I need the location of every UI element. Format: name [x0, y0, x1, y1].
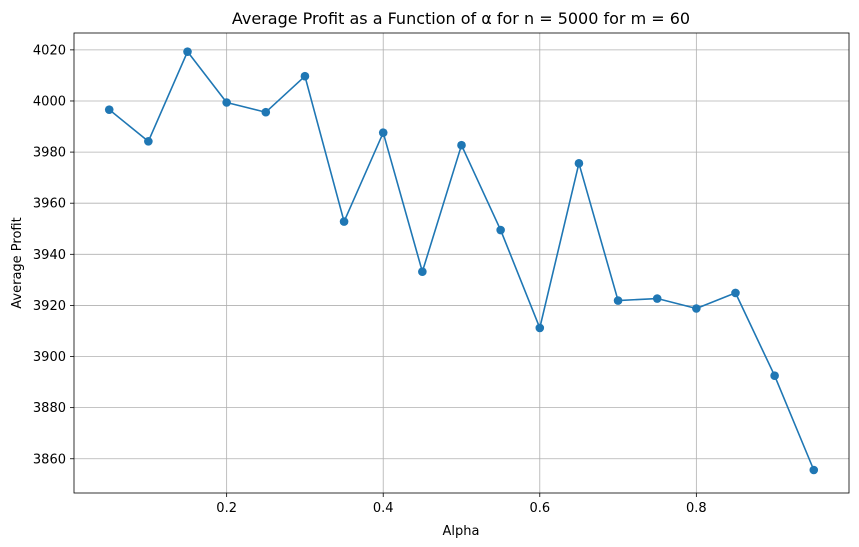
data-point: [770, 371, 779, 381]
y-axis-label: Average Profit: [10, 217, 25, 308]
data-point: [692, 304, 701, 313]
data-point: [144, 137, 153, 146]
y-tick-label: 3940: [33, 248, 66, 263]
data-point: [183, 47, 192, 56]
data-point: [339, 217, 349, 226]
x-tick-label: 0.4: [373, 501, 394, 516]
y-tick-label: 3960: [33, 197, 66, 212]
y-tick-label: 4000: [33, 94, 66, 109]
x-tick-label: 0.2: [216, 501, 237, 516]
data-point: [535, 323, 545, 333]
grid: [74, 33, 849, 493]
data-point: [731, 288, 740, 298]
data-point: [378, 128, 388, 137]
series-group: [104, 47, 819, 475]
y-tick-label: 3880: [33, 401, 66, 416]
data-point: [261, 107, 271, 117]
data-point: [300, 71, 310, 81]
y-tick-label: 4020: [33, 43, 66, 58]
data-point: [222, 98, 231, 107]
data-point: [457, 140, 466, 150]
data-point: [809, 465, 819, 475]
data-point: [613, 296, 623, 305]
y-tick-label: 3920: [33, 299, 66, 314]
x-axis: 0.2 0.4 0.6 0.8: [216, 493, 707, 516]
chart-title: Average Profit as a Function of α for n …: [232, 9, 690, 28]
data-point: [574, 159, 584, 168]
data-point: [104, 105, 114, 114]
y-tick-label: 3860: [33, 452, 66, 467]
plot-frame: [73, 32, 850, 494]
x-tick-label: 0.8: [686, 501, 707, 516]
y-axis: 3860 3880 3900 3920 3940 3960 3980 4000 4020: [33, 43, 74, 467]
x-tick-label: 0.6: [529, 501, 550, 516]
y-tick-label: 3900: [33, 350, 66, 365]
data-point: [418, 267, 427, 276]
data-point: [496, 225, 505, 235]
x-axis-label: Alpha: [443, 524, 480, 539]
data-point: [652, 294, 662, 303]
y-tick-label: 3980: [33, 146, 66, 161]
